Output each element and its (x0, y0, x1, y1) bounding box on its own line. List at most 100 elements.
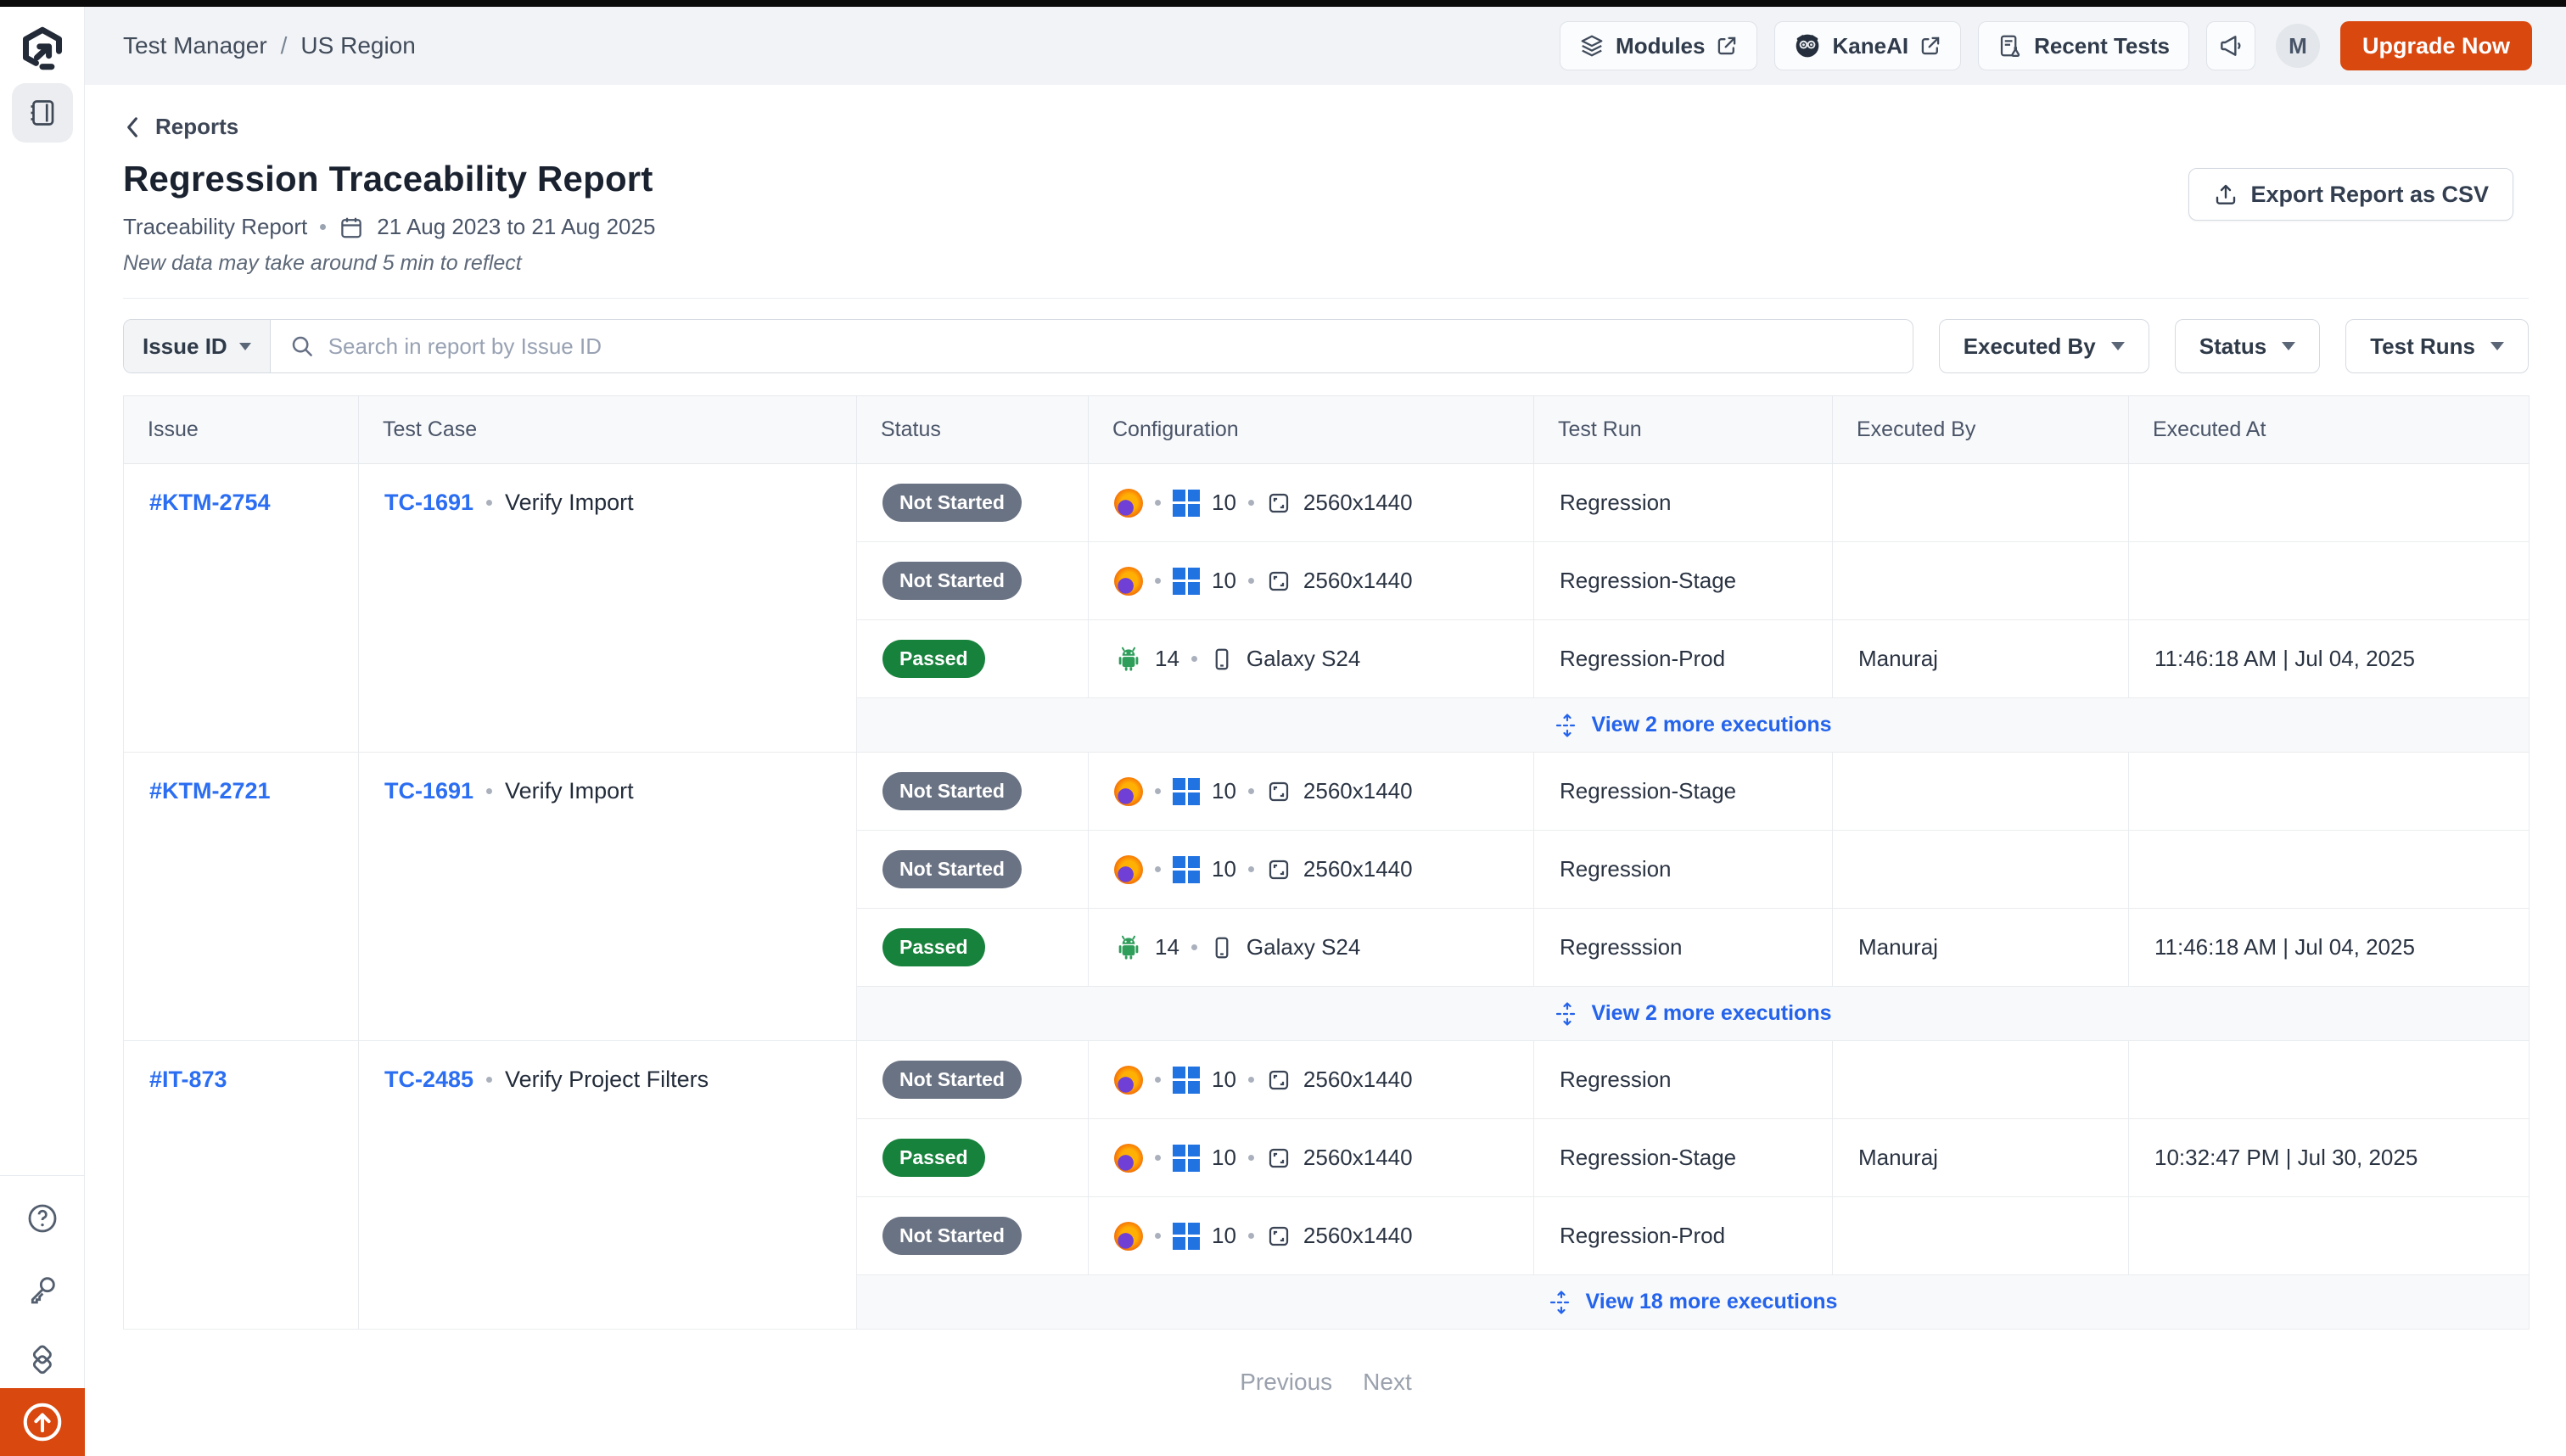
recent-tests-label: Recent Tests (2034, 33, 2170, 59)
date-range: 21 Aug 2023 to 21 Aug 2025 (377, 214, 655, 240)
integrations-button[interactable] (25, 1344, 59, 1378)
dot-separator-icon (1155, 788, 1161, 794)
test-case-link[interactable]: TC-1691 (384, 490, 473, 516)
executed-by-cell (1833, 464, 2129, 542)
resolution: 2560x1440 (1303, 1145, 1413, 1171)
status-filter[interactable]: Status (2175, 319, 2320, 373)
help-button[interactable] (25, 1201, 59, 1235)
resolution: 2560x1440 (1303, 856, 1413, 882)
os-version: 10 (1212, 778, 1236, 804)
issue-link[interactable]: #IT-873 (149, 1067, 227, 1092)
pagination-next[interactable]: Next (1363, 1369, 1412, 1396)
os-version: 10 (1212, 1067, 1236, 1093)
user-avatar[interactable]: M (2276, 24, 2320, 68)
test-case-cell: TC-2485 Verify Project Filters (359, 1041, 857, 1330)
data-delay-note: New data may take around 5 min to reflec… (123, 251, 2529, 276)
issue-cell: #KTM-2754 (124, 464, 359, 753)
test-run-cell: Regression-Prod (1534, 620, 1833, 698)
configuration-cell: 10 2560x1440 (1089, 1197, 1534, 1275)
dot-separator-icon (1155, 500, 1161, 506)
firefox-icon (1114, 1144, 1143, 1173)
search-category-dropdown[interactable]: Issue ID (124, 320, 271, 372)
external-link-icon (1716, 35, 1738, 57)
test-run-cell: Regression (1534, 1041, 1833, 1119)
dot-separator-icon (320, 224, 326, 230)
recent-tests-button[interactable]: Recent Tests (1978, 21, 2189, 70)
executed-at-cell (2129, 1197, 2530, 1275)
test-runs-filter[interactable]: Test Runs (2345, 319, 2529, 373)
test-case-link[interactable]: TC-2485 (384, 1067, 473, 1093)
window-top-strip (0, 0, 2566, 7)
col-header-test-run: Test Run (1534, 396, 1833, 464)
windows-icon (1173, 568, 1200, 595)
windows-icon (1173, 1223, 1200, 1250)
search-input[interactable] (328, 333, 1894, 360)
breadcrumb-separator: / (281, 32, 288, 59)
executed-by-cell (1833, 542, 2129, 620)
col-header-executed-by: Executed By (1833, 396, 2129, 464)
executed-by-filter-label: Executed By (1964, 333, 2096, 360)
sidebar-upgrade-button[interactable] (0, 1388, 85, 1456)
status-cell: Not Started (857, 753, 1089, 831)
status-badge: Passed (882, 640, 985, 678)
access-key-button[interactable] (25, 1273, 59, 1307)
dot-separator-icon (1155, 866, 1161, 872)
status-badge: Not Started (882, 562, 1022, 600)
dot-separator-icon (1248, 1155, 1254, 1161)
status-cell: Not Started (857, 542, 1089, 620)
breadcrumb: Test Manager / US Region (123, 32, 416, 59)
executed-at-cell (2129, 831, 2530, 909)
executed-by-cell: Manuraj (1833, 1119, 2129, 1197)
upgrade-now-button[interactable]: Upgrade Now (2340, 21, 2532, 70)
issue-cell: #KTM-2721 (124, 753, 359, 1041)
configuration-cell: 10 2560x1440 (1089, 464, 1534, 542)
test-case-link[interactable]: TC-1691 (384, 778, 473, 804)
executed-at-cell (2129, 1041, 2530, 1119)
breadcrumb-region[interactable]: US Region (300, 32, 415, 59)
executed-by-filter[interactable]: Executed By (1939, 319, 2149, 373)
top-header-bar: Test Manager / US Region Modules KaneAI (85, 7, 2566, 85)
pagination-previous[interactable]: Previous (1240, 1369, 1332, 1396)
announcements-button[interactable] (2206, 21, 2255, 70)
view-more-executions-link[interactable]: View 2 more executions (857, 713, 2529, 738)
executed-at-cell (2129, 542, 2530, 620)
kaneai-button[interactable]: KaneAI (1774, 21, 1961, 70)
breadcrumb-product[interactable]: Test Manager (123, 32, 267, 59)
dot-separator-icon (1248, 788, 1254, 794)
os-version: 10 (1212, 856, 1236, 882)
os-version: 10 (1212, 490, 1236, 516)
col-header-executed-at: Executed At (2129, 396, 2530, 464)
col-header-status: Status (857, 396, 1089, 464)
issue-link[interactable]: #KTM-2754 (149, 490, 271, 515)
firefox-icon (1114, 855, 1143, 884)
chevron-down-icon (239, 343, 251, 350)
executed-by-cell (1833, 753, 2129, 831)
help-icon (25, 1201, 59, 1235)
firefox-icon (1114, 567, 1143, 596)
layers-icon (1579, 33, 1605, 59)
sidebar-bottom-group (0, 1175, 85, 1378)
sidebar-item-reports[interactable] (12, 83, 73, 143)
resolution: 2560x1440 (1303, 778, 1413, 804)
back-to-reports[interactable]: Reports (123, 114, 238, 140)
windows-icon (1173, 856, 1200, 883)
os-version: 14 (1155, 934, 1179, 960)
export-csv-button[interactable]: Export Report as CSV (2188, 168, 2513, 221)
view-more-executions-link[interactable]: View 2 more executions (857, 1001, 2529, 1027)
windows-icon (1173, 1067, 1200, 1094)
table-header-row: Issue Test Case Status Configuration Tes… (124, 396, 2530, 464)
status-cell: Not Started (857, 831, 1089, 909)
executed-by-cell (1833, 1041, 2129, 1119)
back-label: Reports (155, 114, 238, 140)
view-more-executions-link[interactable]: View 18 more executions (857, 1290, 2529, 1315)
phone-icon (1209, 647, 1235, 672)
phone-icon (1209, 935, 1235, 960)
issue-link[interactable]: #KTM-2721 (149, 778, 271, 804)
modules-button[interactable]: Modules (1560, 21, 1757, 70)
device-name: Galaxy S24 (1247, 934, 1360, 960)
screen-resolution-icon (1266, 1224, 1291, 1249)
app-logo[interactable] (20, 25, 65, 71)
configuration-cell: 10 2560x1440 (1089, 753, 1534, 831)
expand-rows-icon (1555, 713, 1580, 738)
status-badge: Not Started (882, 850, 1022, 888)
